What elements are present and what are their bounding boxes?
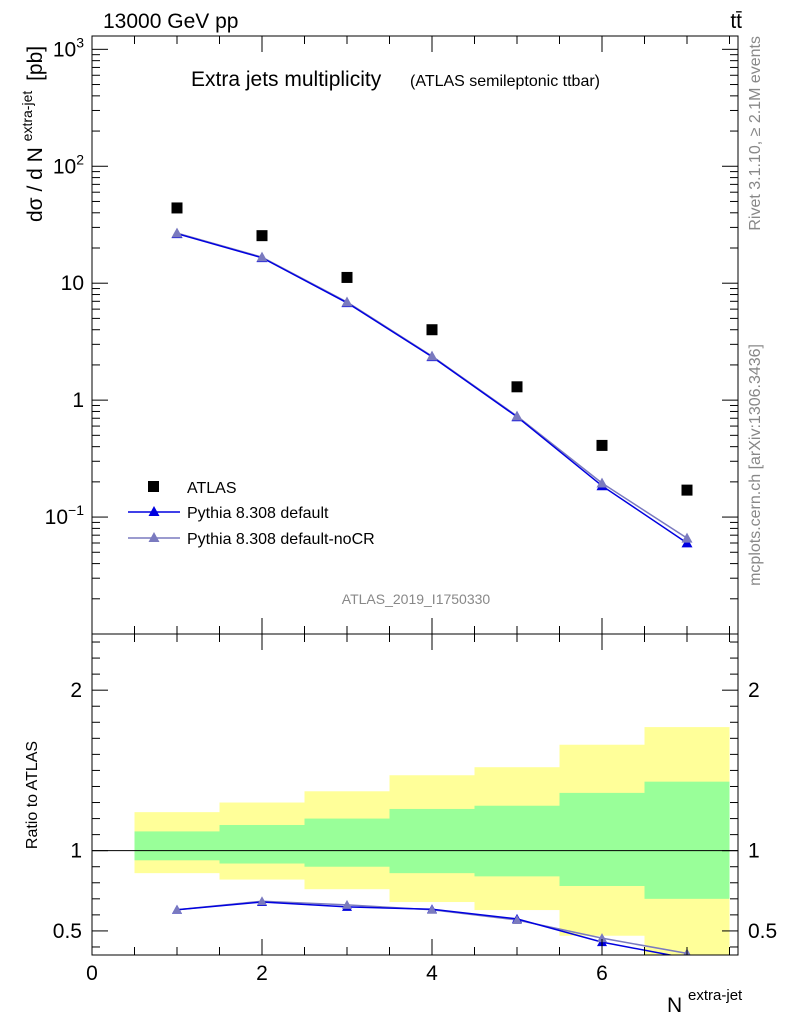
data-point-atlas <box>256 230 268 242</box>
uncertainty-band-green <box>304 818 390 867</box>
uncertainty-band-green <box>219 824 305 864</box>
ratio-y-tick-label: 2 <box>70 679 82 702</box>
ratio-y-axis-label: Ratio to ATLAS <box>24 741 41 849</box>
x-tick-label: 4 <box>426 962 438 985</box>
ratio-point <box>257 896 267 906</box>
data-point-mc <box>426 350 438 361</box>
process-label: tt̄ <box>730 10 742 33</box>
x-tick-label: 2 <box>256 962 268 985</box>
main-y-tick-label: 1 <box>72 389 84 412</box>
series-line-pythia-8-308-default <box>176 232 688 544</box>
ratio-y-tick-label-right: 1 <box>748 840 760 863</box>
legend-label-default: Pythia 8.308 default <box>187 505 329 522</box>
ratio-plot-area <box>92 727 738 955</box>
uncertainty-band-green <box>559 792 645 886</box>
uncertainty-band-green <box>134 831 220 861</box>
x-axis-label: N extra-jet <box>667 987 743 1017</box>
main-ticks: 10−1 1 10 102 103 <box>45 34 738 635</box>
ratio-y-tick-label: 1 <box>70 840 82 863</box>
main-y-tick-label: 102 <box>53 151 84 178</box>
main-y-tick-label: 10 <box>61 272 84 295</box>
x-tick-label: 6 <box>596 962 608 985</box>
ratio-point <box>342 899 352 909</box>
legend-marker-atlas <box>148 481 159 492</box>
ratio-point <box>512 915 522 925</box>
ratio-point <box>172 904 182 914</box>
data-point-mc <box>256 251 268 262</box>
legend-marker-nocr <box>148 532 160 542</box>
uncertainty-band-green <box>474 805 560 877</box>
data-point-atlas <box>681 484 693 496</box>
ratio-frame <box>91 633 739 956</box>
main-y-axis-label-sup: extra-jet <box>19 91 35 142</box>
ratio-y-tick-label: 0.5 <box>53 920 82 943</box>
uncertainty-band-green <box>389 808 475 874</box>
legend-label-nocr: Pythia 8.308 default-noCR <box>187 531 375 548</box>
main-y-axis-label-main: dσ / d N <box>24 147 47 222</box>
main-y-tick-label: 103 <box>53 34 84 61</box>
ratio-point <box>427 904 437 914</box>
main-y-axis-label-unit: [pb] <box>24 46 47 81</box>
data-point-mc <box>171 227 183 238</box>
rivet-label: Rivet 3.1.10, ≥ 2.1M events <box>747 36 764 231</box>
data-point-atlas <box>511 381 523 393</box>
x-axis-label-main: N <box>667 994 682 1017</box>
uncertainty-band-green <box>644 781 730 899</box>
main-y-tick-label: 10−1 <box>45 502 85 529</box>
ratio-y-tick-label-right: 0.5 <box>748 920 777 943</box>
data-point-mc <box>511 410 523 421</box>
ratio-y-tick-label-right: 2 <box>748 679 760 702</box>
main-plot-area <box>171 202 693 548</box>
ratio-point <box>597 933 607 943</box>
ratio-ticks: 0.5 0.5 1 1 2 2 0 2 4 6 <box>53 634 777 985</box>
chart-title: Extra jets multiplicity <box>191 68 382 91</box>
legend: ATLAS Pythia 8.308 default Pythia 8.308 … <box>128 480 375 548</box>
x-tick-label: 0 <box>86 962 98 985</box>
data-point-atlas <box>426 324 438 336</box>
data-point-atlas <box>171 202 183 214</box>
mcplots-label: mcplots.cern.ch [arXiv:1306.3436] <box>747 344 764 586</box>
ratio-panel: 0.5 0.5 1 1 2 2 0 2 4 6 Ratio to ATLAS N extra-je… <box>24 633 777 1017</box>
data-point-mc <box>681 532 693 543</box>
legend-label-atlas: ATLAS <box>187 480 237 497</box>
chart-subtitle: (ATLAS semileptonic ttbar) <box>410 73 600 90</box>
legend-marker-default <box>148 506 160 516</box>
data-point-mc <box>341 296 353 307</box>
main-panel: 10−1 1 10 102 103 Extra jets multiplicity (A… <box>14 34 739 635</box>
energy-label: 13000 GeV pp <box>103 10 238 33</box>
analysis-tag: ATLAS_2019_I1750330 <box>342 591 491 607</box>
main-y-axis-label: dσ / d N extra-jet [pb] <box>14 46 47 222</box>
data-point-atlas <box>596 439 608 451</box>
x-axis-label-sup: extra-jet <box>688 987 743 1004</box>
data-point-atlas <box>341 271 353 283</box>
data-point-mc <box>596 477 608 488</box>
